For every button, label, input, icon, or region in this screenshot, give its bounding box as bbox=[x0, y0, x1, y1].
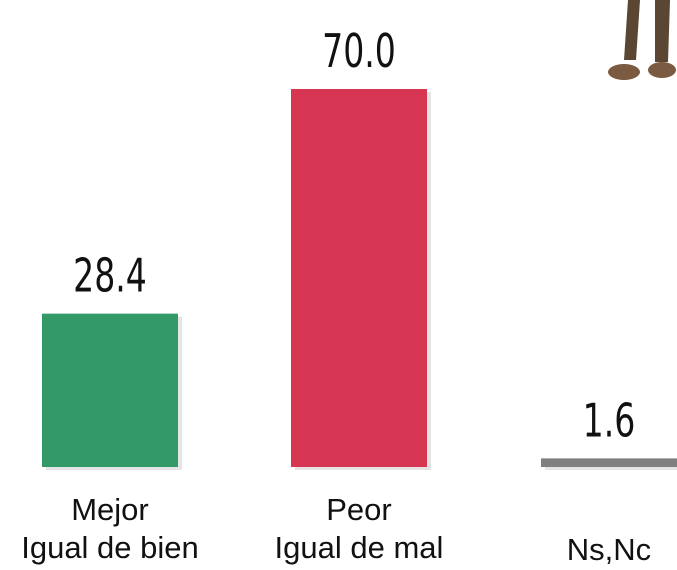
decoration bbox=[608, 0, 676, 80]
x-tick-label: Ns,Nc bbox=[567, 532, 651, 567]
bar bbox=[541, 458, 677, 467]
bar bbox=[42, 314, 178, 467]
value-label: 28.4 bbox=[73, 250, 147, 303]
value-label: 70.0 bbox=[322, 26, 396, 79]
bar bbox=[291, 89, 427, 467]
chart: 28.4 MejorIgual de bien 70.0 PeorIgual de m… bbox=[0, 0, 677, 570]
value-label: 1.6 bbox=[583, 395, 636, 448]
